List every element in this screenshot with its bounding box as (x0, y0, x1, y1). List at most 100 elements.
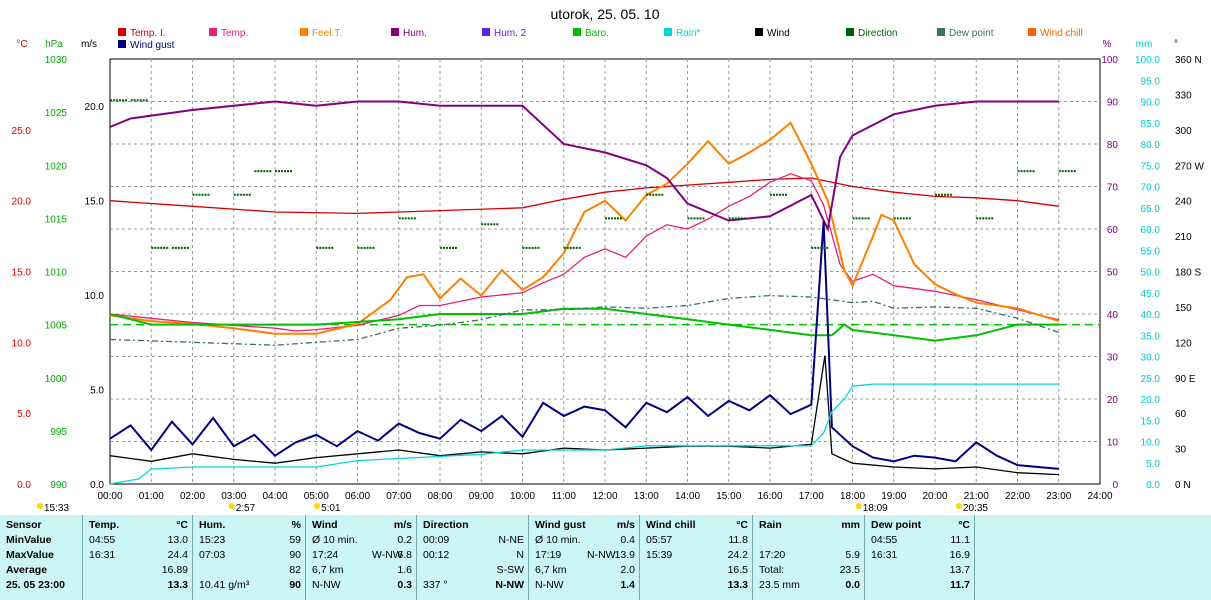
baro-tick-label: 1025 (45, 108, 68, 119)
gust-max-time: 17:19 (535, 549, 562, 561)
direction-point (116, 99, 118, 102)
x-tick-label: 23:00 (1046, 491, 1071, 502)
dew-min-time: 04:55 (871, 534, 898, 546)
sun-marker-label: 20:35 (963, 503, 988, 514)
temp-header: Temp. (89, 519, 120, 531)
wind-avg-note: 6,7 km (312, 564, 344, 576)
legend-swatch (664, 28, 672, 36)
rain-tick-label: 65.0 (1141, 204, 1161, 215)
axis-unit-label: hPa (45, 39, 63, 50)
direction-point (130, 99, 133, 102)
sun-marker-label: 18:09 (863, 503, 888, 514)
direction-point (737, 217, 740, 220)
dir-tick-label: 240 (1175, 197, 1192, 208)
direction-point (278, 170, 280, 173)
direction-point (861, 217, 864, 220)
direction-point (776, 193, 778, 196)
direction-point (652, 193, 655, 196)
direction-point (174, 246, 177, 249)
wind-current-dir: N-NW (312, 579, 341, 591)
direction-point (702, 217, 705, 220)
direction-point (605, 217, 607, 220)
direction-point (1058, 170, 1061, 173)
direction-point (528, 246, 531, 249)
x-tick-label: 09:00 (469, 491, 494, 502)
direction-point (687, 217, 690, 220)
direction-point (452, 246, 454, 249)
rain-current-value: 0.0 (845, 579, 860, 591)
legend-label: Wind gust (130, 40, 175, 51)
direction-point (578, 246, 581, 249)
direction-point (201, 193, 204, 196)
direction-point (531, 246, 534, 249)
direction-point (328, 246, 331, 249)
hum-tick-label: 30 (1107, 353, 1119, 364)
dir-tick-label: 0 N (1175, 480, 1191, 491)
x-tick-label: 14:00 (675, 491, 700, 502)
gust-max-dir: N-NW (587, 549, 616, 561)
avg-label: Average (6, 564, 48, 576)
direction-point (620, 217, 622, 220)
direction-point (1032, 170, 1035, 173)
direction-point (867, 217, 870, 220)
direction-point (325, 246, 328, 249)
series-line-wind-gust (109, 221, 1059, 470)
direction-point (404, 217, 407, 220)
hum-min-value: 59 (289, 534, 301, 546)
baro-tick-label: 1010 (45, 268, 68, 279)
direction-point (1020, 170, 1023, 173)
direction-point (608, 217, 610, 220)
dir-tick-label: 360 N (1175, 55, 1202, 66)
gust-current-dir: N-NW (535, 579, 564, 591)
legend-swatch (118, 28, 126, 36)
chill-current-value: 13.3 (727, 579, 748, 591)
dir-tick-label: 150 (1175, 303, 1192, 314)
wind-min-note: Ø 10 min. (312, 534, 358, 546)
series-line-baro- (109, 307, 1059, 342)
x-tick-label: 06:00 (345, 491, 370, 502)
rain-max-time: 17:20 (759, 549, 786, 561)
direction-point (1061, 170, 1064, 173)
direction-point (369, 246, 372, 249)
hum-tick-label: 60 (1107, 225, 1119, 236)
x-tick-label: 12:00 (592, 491, 617, 502)
direction-point (366, 246, 369, 249)
direction-point (991, 217, 994, 220)
sun-marker-icon (37, 503, 43, 509)
axis-unit-label: °C (16, 39, 27, 50)
direction-point (154, 246, 157, 249)
series-line-temp-i- (109, 177, 1059, 215)
direction-point (740, 217, 743, 220)
direction-point (157, 246, 160, 249)
direction-point (563, 246, 566, 249)
current-label: 25. 05 23:00 (6, 579, 65, 591)
direction-point (982, 217, 985, 220)
direction-point (195, 193, 198, 196)
hum-tick-label: 50 (1107, 268, 1119, 279)
direction-point (287, 170, 289, 173)
x-tick-label: 04:00 (262, 491, 287, 502)
direction-point (407, 217, 410, 220)
direction-point (661, 193, 664, 196)
direction-point (731, 217, 734, 220)
temp-unit: °C (176, 519, 188, 531)
direction-point (487, 223, 490, 226)
direction-point (944, 193, 946, 196)
gust-min-note: Ø 10 min. (535, 534, 581, 546)
direction-point (198, 193, 201, 196)
series-line-temp- (109, 173, 1059, 332)
sun-marker-icon (955, 503, 962, 509)
dir-tick-label: 270 W (1175, 161, 1204, 172)
x-tick-label: 02:00 (180, 491, 205, 502)
direction-point (236, 193, 239, 196)
hum-tick-label: 0 (1112, 480, 1118, 491)
series-line-wind (109, 355, 1059, 476)
temp-tick-label: 5.0 (17, 409, 31, 420)
direction-point (331, 246, 334, 249)
legend-swatch (482, 28, 490, 36)
chart-title: utorok, 25. 05. 10 (551, 6, 660, 22)
dir-avg-value: S-SW (496, 564, 524, 576)
direction-point (823, 246, 826, 249)
temp-min-time: 04:55 (89, 534, 116, 546)
rain-tick-label: 50.0 (1141, 268, 1161, 279)
